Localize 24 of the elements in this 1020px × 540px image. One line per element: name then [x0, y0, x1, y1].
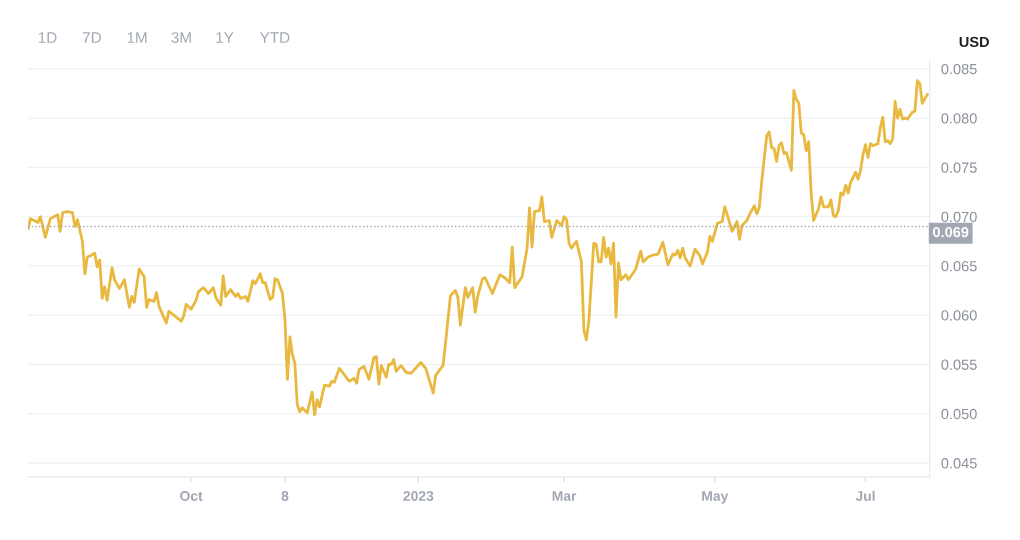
- y-tick-label: 0.070: [941, 211, 977, 223]
- y-tick-label: 0.050: [941, 408, 977, 420]
- y-tick-label: 0.080: [941, 113, 977, 124]
- text: 1D: [38, 32, 57, 43]
- text: 7D: [82, 32, 101, 43]
- y-tick-label: 0.075: [941, 162, 977, 173]
- x-tick-label: May: [702, 491, 729, 504]
- y-tick-label: 0.060: [941, 310, 977, 321]
- x-tick-label: Oct: [180, 491, 203, 501]
- text: YTD: [259, 32, 290, 43]
- y-tick-label: 0.045: [941, 458, 977, 469]
- text: 1M: [127, 32, 147, 43]
- text: 3M: [171, 32, 191, 43]
- y-axis-title: USD: [959, 36, 989, 48]
- y-tick-label: 0.085: [941, 63, 977, 75]
- ref-line-label: 0.069: [933, 226, 969, 238]
- text: 1Y: [216, 32, 234, 43]
- x-tick-label: 8: [281, 491, 289, 501]
- y-tick-label: 0.065: [941, 261, 977, 272]
- line-series: [28, 79, 929, 417]
- x-tick-label: Jul: [855, 490, 875, 501]
- x-tick-label: Mar: [552, 491, 577, 501]
- x-tick-label: 2023: [403, 491, 434, 501]
- y-tick-label: 0.055: [941, 359, 977, 370]
